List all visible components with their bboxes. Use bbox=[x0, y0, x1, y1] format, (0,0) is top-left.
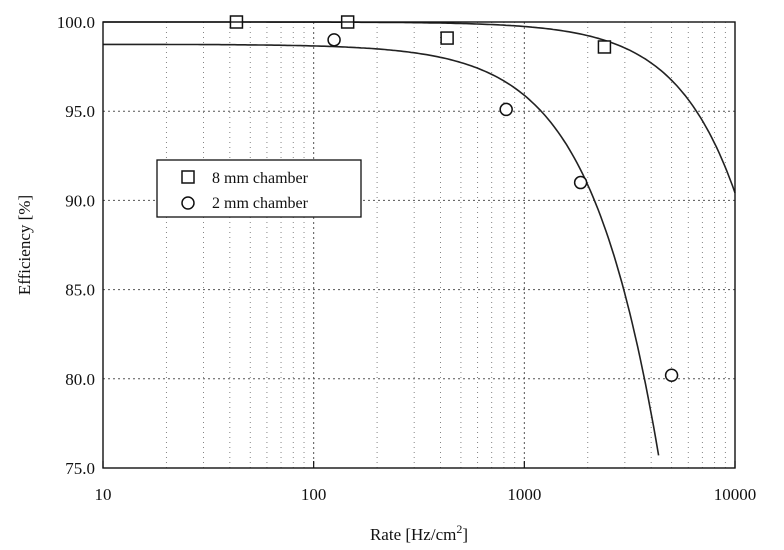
plot-frame bbox=[102, 21, 736, 469]
legend-label-2mm: 2 mm chamber bbox=[212, 195, 309, 212]
marker-8mm-square bbox=[440, 31, 454, 45]
axis-tick-labels: 10 100 1000 10000 75.0 80.0 85.0 90.0 95.0 100.0 bbox=[57, 13, 757, 504]
data-markers bbox=[229, 15, 679, 382]
legend-label-8mm: 8 mm chamber bbox=[212, 170, 309, 187]
y-tick-label: 85.0 bbox=[65, 281, 95, 300]
y-tick-label: 95.0 bbox=[65, 102, 95, 121]
marker-2mm-circle bbox=[664, 368, 679, 382]
fit-curve-2mm bbox=[103, 43, 660, 456]
fit-curves bbox=[103, 21, 736, 456]
y-axis-label: Efficiency [%] bbox=[15, 195, 34, 295]
marker-2mm-circle bbox=[327, 33, 341, 47]
y-tick-label: 75.0 bbox=[65, 459, 95, 478]
x-tick-label: 10000 bbox=[714, 485, 757, 504]
marker-2mm-circle bbox=[573, 175, 588, 190]
y-tick-label: 80.0 bbox=[65, 370, 95, 389]
marker-2mm-circle bbox=[499, 102, 513, 117]
x-tick-label: 100 bbox=[301, 485, 327, 504]
grid-lines bbox=[103, 22, 735, 468]
legend-square-marker-icon bbox=[181, 170, 195, 184]
legend: 8 mm chamber 2 mm chamber bbox=[156, 159, 362, 218]
y-tick-label: 100.0 bbox=[57, 13, 95, 32]
x-axis-label: Rate [Hz/cm2] bbox=[370, 522, 468, 544]
legend-circle-marker-icon bbox=[181, 196, 195, 210]
y-tick-label: 90.0 bbox=[65, 191, 95, 210]
x-tick-label: 10 bbox=[95, 485, 112, 504]
x-tick-label: 1000 bbox=[507, 485, 541, 504]
marker-8mm-square bbox=[597, 40, 612, 54]
